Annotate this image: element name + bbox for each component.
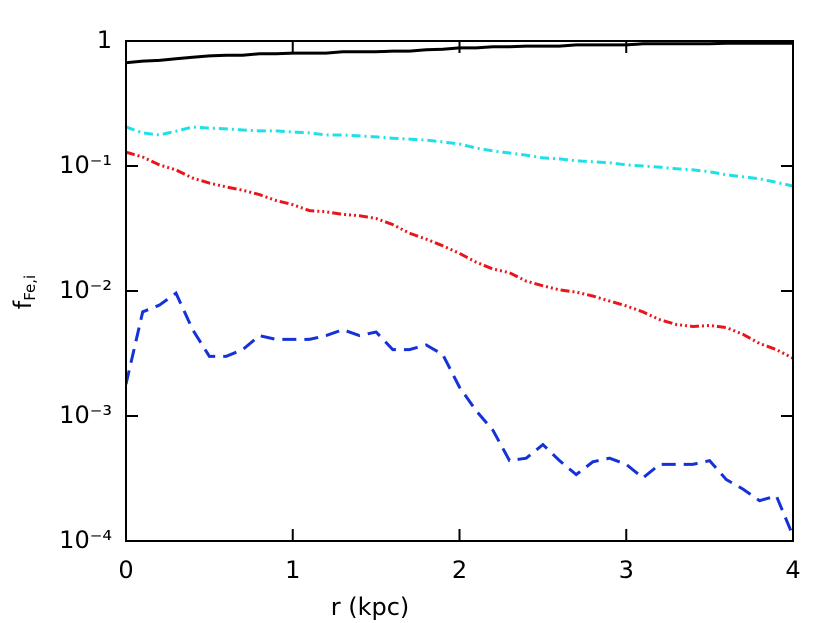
x-tick-label: 0 <box>118 556 133 584</box>
x-tick-label: 4 <box>785 556 800 584</box>
y-axis-label-main: f <box>9 300 37 309</box>
x-axis-label: r (kpc) <box>331 593 410 621</box>
y-axis-label: fFe,i <box>9 275 39 309</box>
plot-frame <box>125 40 794 542</box>
x-tick-label: 3 <box>619 556 634 584</box>
x-tick-label: 1 <box>285 556 300 584</box>
y-tick-label: 10⁻⁴ <box>59 526 112 554</box>
series-line <box>126 125 793 188</box>
y-tick-label: 1 <box>97 26 112 54</box>
series-line <box>126 41 793 65</box>
y-tick-label: 10⁻¹ <box>59 151 112 179</box>
x-tick-label: 2 <box>452 556 467 584</box>
y-tick-label: 10⁻² <box>59 276 112 304</box>
y-axis-label-sub: Fe,i <box>21 275 39 301</box>
y-tick-label: 10⁻³ <box>59 401 112 429</box>
series-line <box>126 290 793 537</box>
series-line <box>126 150 793 360</box>
